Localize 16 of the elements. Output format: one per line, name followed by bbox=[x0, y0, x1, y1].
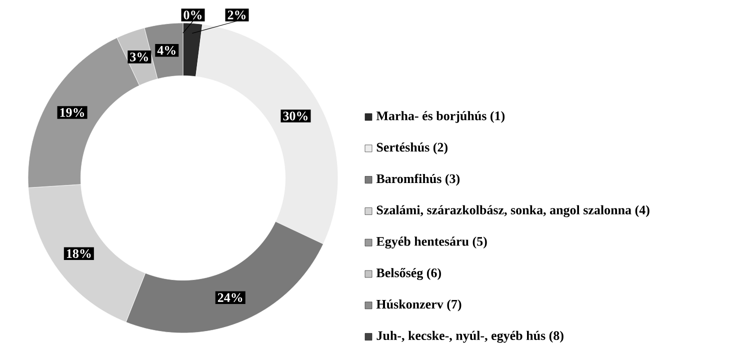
legend-label: Marha- és borjúhús (1) bbox=[376, 111, 505, 123]
text: 0% bbox=[184, 10, 202, 20]
legend-label: Szalámi, szárazkolbász, sonka, angol szalonna (4) bbox=[376, 205, 650, 218]
legend-label: Juh-, kecske-, nyúl-, egyéb hús (8) bbox=[376, 330, 564, 343]
data-label: 18% bbox=[66, 249, 91, 258]
data-label: 3% bbox=[130, 52, 148, 62]
data-label: 24% bbox=[218, 293, 242, 302]
data-label: 30% bbox=[283, 112, 308, 120]
legend-label: Baromfihús (3) bbox=[376, 174, 460, 186]
legend-label: Húskonzerv (7) bbox=[376, 300, 462, 312]
data-label: 4% bbox=[157, 46, 176, 55]
legend-label: Belsőség (6) bbox=[376, 268, 441, 280]
legend-label: Egyéb hentesáru (5) bbox=[376, 236, 487, 249]
legend-label: Sertéshús (2) bbox=[376, 142, 448, 154]
data-label: 2% bbox=[228, 10, 246, 20]
data-label: 19% bbox=[60, 108, 84, 117]
